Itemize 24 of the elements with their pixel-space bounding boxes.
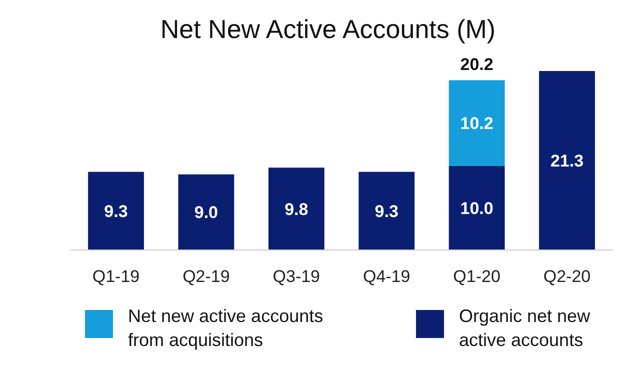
bar <box>539 71 595 250</box>
data-label: 9.0 <box>194 203 218 222</box>
x-tick-label: Q1-20 <box>453 267 500 286</box>
bar <box>358 172 415 250</box>
data-label: 9.3 <box>104 202 128 221</box>
bar <box>178 174 234 250</box>
x-tick-label: Q2-19 <box>182 267 230 286</box>
x-tick-label: Q1-19 <box>92 267 140 286</box>
bar <box>448 166 505 250</box>
data-label: 21.3 <box>550 151 584 170</box>
bar <box>88 172 144 250</box>
legend-label: Net new active accounts from acquisitions <box>128 306 324 350</box>
data-label: 9.8 <box>284 200 308 219</box>
data-label: 10.0 <box>460 198 494 218</box>
x-tick-label: Q2-20 <box>543 267 591 286</box>
bar <box>448 80 505 166</box>
x-tick-label: Q4-19 <box>362 267 410 286</box>
legend-label: Organic net new active accounts <box>459 306 592 350</box>
total-label: 20.2 <box>460 55 494 74</box>
bar <box>268 168 324 250</box>
chart-title: Net New Active Accounts (M) <box>160 14 496 44</box>
data-label: 10.2 <box>460 114 494 134</box>
x-tick-label: Q3-19 <box>272 267 320 286</box>
data-label: 9.3 <box>374 202 398 221</box>
